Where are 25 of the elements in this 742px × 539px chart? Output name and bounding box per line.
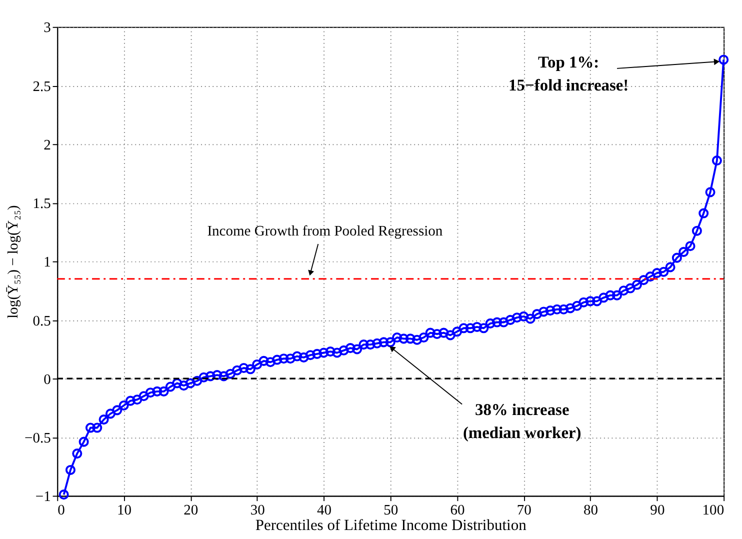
- y-tick-label: 3: [44, 20, 51, 36]
- annotation: 38% increase (median worker): [462, 400, 582, 442]
- ref-line-label: Income Growth from Pooled Regression: [207, 223, 444, 240]
- x-tick-label: 90: [650, 502, 665, 519]
- x-tick-label: 40: [316, 502, 332, 519]
- x-tick-label: 20: [184, 502, 198, 519]
- y-tick-label: −0.5: [24, 430, 51, 446]
- x-tick-label: 0: [58, 502, 65, 519]
- y-tick-label: −1: [35, 489, 51, 506]
- x-tick-label: 10: [117, 502, 132, 519]
- y-axis-title: log(Ȳ₅₅) − log(Ȳ₂₅): [6, 205, 22, 318]
- x-tick-label: 30: [250, 502, 265, 519]
- x-tick-label: 80: [584, 502, 598, 519]
- y-tick-label: 2.5: [32, 78, 51, 95]
- y-tick-label: 1: [44, 254, 51, 271]
- x-axis-title: Percentiles of Lifetime Income Distribution: [255, 517, 527, 534]
- y-tick-label: 0.5: [32, 313, 51, 330]
- x-tick-label: 60: [450, 502, 465, 519]
- y-tick-label: 1.5: [32, 196, 51, 212]
- x-tick-label: 100: [702, 502, 724, 519]
- y-tick-label: 0: [44, 372, 51, 388]
- y-tick-label: 2: [44, 137, 51, 154]
- x-tick-label: 50: [384, 502, 398, 519]
- x-tick-label: 70: [516, 502, 532, 519]
- annotation: Top 1%: 15−fold increase!: [508, 52, 629, 95]
